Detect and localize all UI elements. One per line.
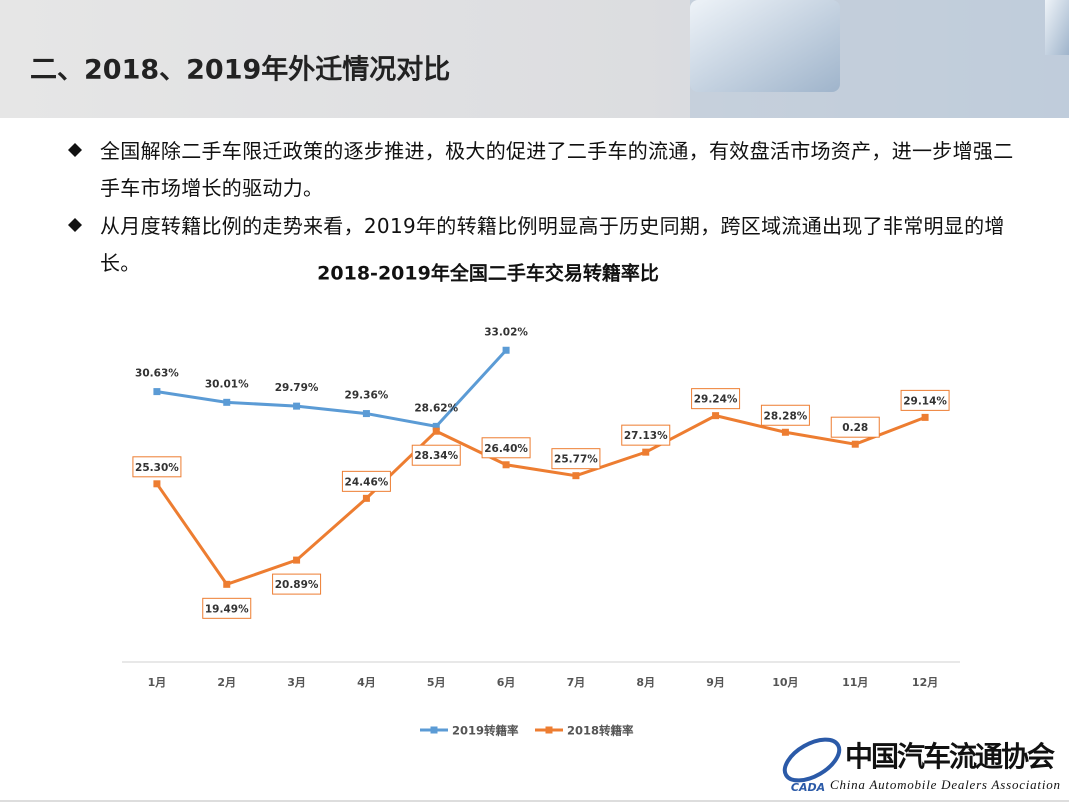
logo-english: China Automobile Dealers Association xyxy=(830,777,1060,792)
label-box xyxy=(481,437,531,459)
data-label: 29.36% xyxy=(345,390,389,402)
header-cube xyxy=(690,0,840,92)
point-marker xyxy=(432,422,440,430)
point-marker xyxy=(851,440,859,448)
series-line xyxy=(155,414,926,587)
logo-emblem xyxy=(782,737,842,783)
x-tick-label: 9月 xyxy=(706,676,725,689)
point-marker xyxy=(502,346,510,354)
logo-name: 中国汽车流通协会 xyxy=(845,740,1055,773)
data-label: 26.40% xyxy=(484,443,528,455)
data-label-box: 0.28 xyxy=(830,416,880,438)
label-box xyxy=(132,456,182,478)
label-box xyxy=(691,388,741,410)
label-box xyxy=(621,424,671,446)
data-label-box: 25.77% xyxy=(551,448,601,470)
x-tick-label: 12月 xyxy=(912,676,938,689)
point-marker xyxy=(502,461,510,469)
point-marker xyxy=(572,472,580,480)
point-marker xyxy=(712,412,720,420)
data-label: 29.14% xyxy=(903,395,947,407)
x-tick-label: 7月 xyxy=(567,676,586,689)
point-marker xyxy=(362,410,370,418)
label-box xyxy=(830,416,880,438)
label-box xyxy=(272,573,322,595)
legend-marker xyxy=(430,726,438,734)
data-label-box: 27.13% xyxy=(621,424,671,446)
legend-marker xyxy=(545,726,553,734)
label-box xyxy=(341,470,391,492)
legend-label: 2019转籍率 xyxy=(452,724,519,738)
x-tick-label: 10月 xyxy=(772,676,798,689)
x-tick-label: 4月 xyxy=(357,676,376,689)
bullet-text: 全国解除二手车限迁政策的逐步推进，极大的促进了二手车的流通，有效盘活市场资产，进… xyxy=(100,139,1014,200)
point-marker xyxy=(432,427,440,435)
point-marker xyxy=(223,580,231,588)
bullet-marker xyxy=(68,143,82,157)
data-label-box: 20.89% xyxy=(272,573,322,595)
x-tick-label: 11月 xyxy=(842,676,868,689)
x-tick-label: 8月 xyxy=(636,676,655,689)
point-marker xyxy=(642,448,650,456)
point-marker xyxy=(153,480,161,488)
bullet-text: 从月度转籍比例的走势来看，2019年的转籍比例明显高于历史同期，跨区域流通出现了… xyxy=(100,214,1005,275)
series-line xyxy=(156,349,508,428)
x-tick-label: 1月 xyxy=(148,676,167,689)
data-label: 30.63% xyxy=(135,368,179,380)
data-label: 29.24% xyxy=(694,394,738,406)
x-tick-label: 3月 xyxy=(287,676,306,689)
point-marker xyxy=(223,398,231,406)
data-label-box: 28.28% xyxy=(760,404,810,426)
label-box xyxy=(411,444,461,466)
label-box xyxy=(900,389,950,411)
data-label-box: 28.34% xyxy=(411,444,461,466)
point-marker xyxy=(293,402,301,410)
bullet-marker xyxy=(68,218,82,232)
data-label: 0.28 xyxy=(842,422,868,434)
x-tick-label: 2月 xyxy=(217,676,236,689)
point-marker xyxy=(921,413,929,421)
point-marker xyxy=(153,388,161,396)
data-label: 28.28% xyxy=(764,410,808,422)
data-label: 30.01% xyxy=(205,378,249,390)
data-label: 33.02% xyxy=(484,326,528,338)
logo-abbr: CADA xyxy=(791,781,825,794)
data-label-box: 24.46% xyxy=(341,470,391,492)
data-label: 28.62% xyxy=(414,402,458,414)
data-label: 28.34% xyxy=(414,450,458,462)
data-label-box: 29.24% xyxy=(691,388,741,410)
label-box xyxy=(760,404,810,426)
slide-title: 二、2018、2019年外迁情况对比 xyxy=(30,54,450,86)
point-marker xyxy=(781,428,789,436)
header-cube xyxy=(1045,0,1069,55)
data-label: 25.77% xyxy=(554,454,598,466)
data-label: 27.13% xyxy=(624,430,668,442)
data-label: 29.79% xyxy=(275,382,319,394)
chart-title: 2018-2019年全国二手车交易转籍率比 xyxy=(317,262,659,285)
data-label: 24.46% xyxy=(345,476,389,488)
label-box xyxy=(551,448,601,470)
data-label: 19.49% xyxy=(205,603,249,615)
data-label: 20.89% xyxy=(275,579,319,591)
label-box xyxy=(202,597,252,619)
data-label-box: 19.49% xyxy=(202,597,252,619)
legend-label: 2018转籍率 xyxy=(567,724,634,738)
data-label-box: 29.14% xyxy=(900,389,950,411)
data-label: 25.30% xyxy=(135,462,179,474)
x-tick-label: 5月 xyxy=(427,676,446,689)
data-label-box: 26.40% xyxy=(481,437,531,459)
data-label-box: 25.30% xyxy=(132,456,182,478)
logo: CADA 中国汽车流通协会 China Automobile Dealers A… xyxy=(782,737,1060,794)
point-marker xyxy=(293,556,301,564)
point-marker xyxy=(362,494,370,502)
x-tick-label: 6月 xyxy=(497,676,516,689)
